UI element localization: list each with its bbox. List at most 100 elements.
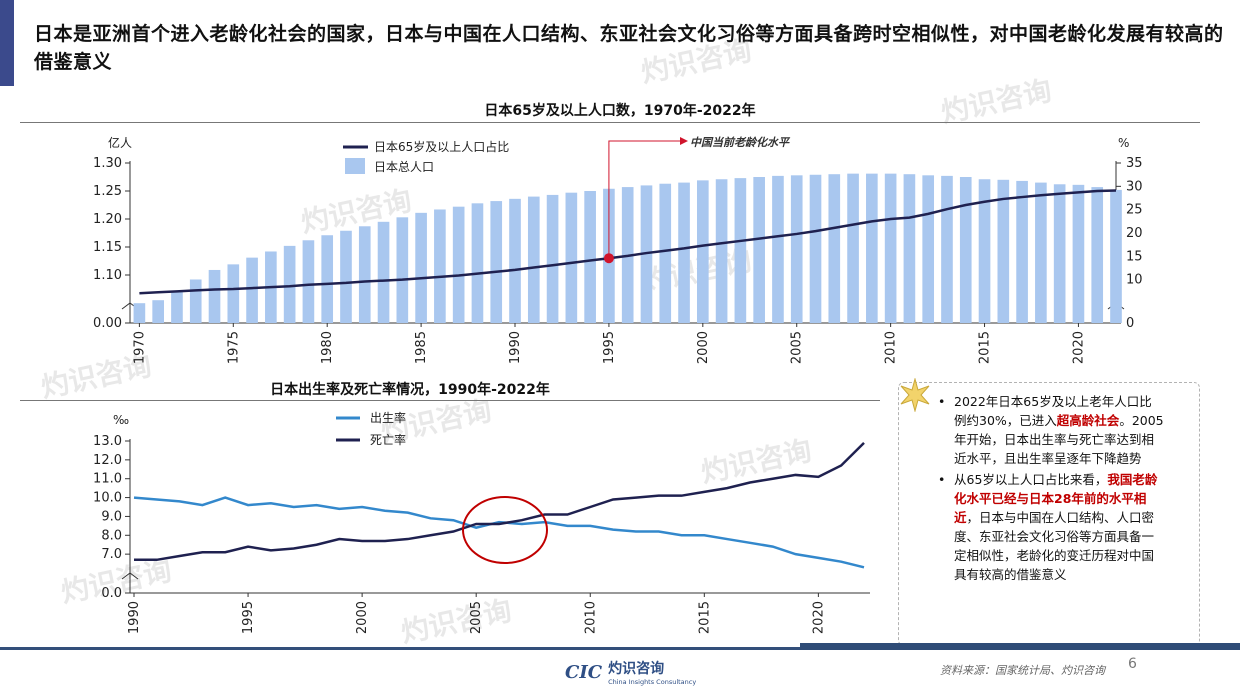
population-bar xyxy=(471,203,484,323)
population-bar xyxy=(340,230,352,323)
chart1-left-unit: 亿人 xyxy=(108,135,132,150)
population-bar xyxy=(828,174,841,323)
population-bar xyxy=(1053,184,1066,323)
chart1-right-tick-label: 15 xyxy=(1126,249,1143,264)
chart2-y-tick-label: 8.0 xyxy=(101,528,122,543)
chart1-right-tick-label: 30 xyxy=(1126,179,1143,194)
chart1-right-tick-label: 35 xyxy=(1126,156,1143,171)
insight-highlight: 我国老龄化水平已经与日本28年前的水平相近 xyxy=(954,472,1158,525)
chart2-title-divider xyxy=(20,400,880,401)
population-bar xyxy=(941,175,953,323)
population-bar xyxy=(415,212,427,323)
insight-text: 从65岁以上人口占比来看， xyxy=(954,472,1108,487)
chart1-left-tick-label: 1.10 xyxy=(93,268,122,283)
insight-text: 2022年日本65岁及以上老年人口比例约30%，已进入 xyxy=(954,394,1152,428)
title-accent-bar xyxy=(0,0,14,86)
page-title: 日本是亚洲首个进入老龄化社会的国家，日本与中国在人口结构、东亚社会文化习俗等方面… xyxy=(34,23,1224,73)
chart1-x-tick-label: 2005 xyxy=(790,331,805,364)
chart2-x-tick-label: 2005 xyxy=(469,601,484,634)
population-bar xyxy=(584,191,596,323)
population-bar xyxy=(772,175,784,323)
population-bar xyxy=(715,179,728,323)
chart2-title: 日本出生率及死亡率情况，1990年-2022年 xyxy=(270,382,550,398)
chart1-left-tick-label: 1.25 xyxy=(93,184,122,199)
chart1-left-tick-label: 1.15 xyxy=(93,240,122,255)
annotation-leader xyxy=(608,140,680,259)
chart1-right-tick-label: 10 xyxy=(1126,273,1143,288)
population-bar xyxy=(753,177,765,323)
population-bar xyxy=(133,303,146,323)
legend-death-label: 死亡率 xyxy=(370,432,406,447)
crossover-highlight-circle xyxy=(462,496,548,564)
population-bar xyxy=(922,175,935,323)
chart2-x-tick-label: 1990 xyxy=(127,601,142,634)
chart1-x-tick-label: 1990 xyxy=(508,331,523,364)
insight-text: ，日本与中国在人口结构、人口密度、东亚社会文化习俗等方面具备一定相似性，老龄化的… xyxy=(954,510,1155,582)
chart2-y-tick-label: 7.0 xyxy=(101,547,122,562)
insight-list: 2022年日本65岁及以上老年人口比例约30%，已进入超高龄社会。2005年开始… xyxy=(938,392,1164,586)
population-bar xyxy=(208,269,221,323)
chart2-y-tick-label: 12.0 xyxy=(93,453,122,468)
logo-cic: CIC xyxy=(565,661,603,683)
axis-break-mark xyxy=(121,572,139,580)
logo-en: China Insights Consultancy xyxy=(608,678,697,686)
insight-text: 。2005年开始，日本出生率与死亡率达到相近水平，且出生率呈逐年下降趋势 xyxy=(954,413,1164,466)
population-bar xyxy=(321,235,334,323)
chart2-x-tick-label: 2010 xyxy=(583,601,598,634)
population-bar xyxy=(790,175,803,323)
population-bar xyxy=(1091,187,1104,323)
star-icon xyxy=(900,378,930,412)
population-bar xyxy=(884,173,897,323)
population-bar xyxy=(283,245,296,323)
chart2-unit: ‰ xyxy=(113,413,129,427)
footer-accent xyxy=(800,643,1240,650)
marker-point xyxy=(603,253,614,264)
population-bar xyxy=(1110,189,1122,323)
population-bar xyxy=(1072,184,1085,323)
chart1-annotation: 中国当前老龄化水平 xyxy=(690,136,791,149)
page-number: 6 xyxy=(1128,656,1137,672)
population-bar xyxy=(847,173,859,323)
chart2-x-tick-label: 2020 xyxy=(811,601,826,634)
population-bar xyxy=(509,198,521,323)
birth-rate-line xyxy=(133,496,865,569)
population-bar xyxy=(809,174,822,323)
chart1-x-tick-label: 2010 xyxy=(884,331,899,364)
legend-birth-label: 出生率 xyxy=(370,410,406,425)
population-bar xyxy=(734,178,747,323)
chart1-x-tick-label: 1975 xyxy=(226,331,241,364)
legend-bar-label: 日本总人口 xyxy=(374,160,434,174)
population-bar xyxy=(678,182,690,323)
insight-item: 2022年日本65岁及以上老年人口比例约30%，已进入超高龄社会。2005年开始… xyxy=(938,392,1164,468)
source-note: 资料来源：国家统计局、灼识咨询 xyxy=(940,664,1105,677)
chart2-y-tick-label: 9.0 xyxy=(101,509,122,524)
chart2-x-tick-label: 2015 xyxy=(697,601,712,634)
population-bar xyxy=(246,257,258,323)
population-bar xyxy=(696,180,709,323)
chart1-title-divider xyxy=(20,122,1200,123)
insight-item: 从65岁以上人口占比来看，我国老龄化水平已经与日本28年前的水平相近，日本与中国… xyxy=(938,470,1164,584)
chart1-x-tick-label: 1995 xyxy=(602,331,617,364)
population-bar xyxy=(189,279,202,323)
population-bar xyxy=(152,300,164,323)
chart1-x-tick-label: 2020 xyxy=(1071,331,1086,364)
population-bar xyxy=(396,217,409,323)
chart2-birth-death: ‰ 出生率 死亡率 0.0 7.0 8.0 9.0 10.0 11.0 12.0 13.0 19… xyxy=(93,410,870,634)
population-bar xyxy=(490,201,503,323)
population-bar xyxy=(1035,182,1047,323)
chart1-x-tick-label: 2015 xyxy=(978,331,993,364)
aged-share-line xyxy=(139,189,1117,295)
population-bar xyxy=(227,264,240,323)
population-bar xyxy=(866,173,878,323)
chart1-right-unit: % xyxy=(1118,136,1129,150)
population-bar xyxy=(978,179,991,323)
legend-line-label: 日本65岁及以上人口占比 xyxy=(374,139,509,154)
insight-highlight: 超高龄社会 xyxy=(1056,413,1120,428)
chart1-right-tick-label: 20 xyxy=(1126,226,1143,241)
population-bar xyxy=(377,221,390,323)
logo-cn: 灼识咨询 xyxy=(608,661,665,677)
chart1-right-tick-label: 25 xyxy=(1126,203,1143,218)
death-rate-line xyxy=(134,441,865,562)
chart1-left-tick-label: 1.20 xyxy=(93,212,122,227)
chart1-title: 日本65岁及以上人口数，1970年-2022年 xyxy=(484,103,756,119)
